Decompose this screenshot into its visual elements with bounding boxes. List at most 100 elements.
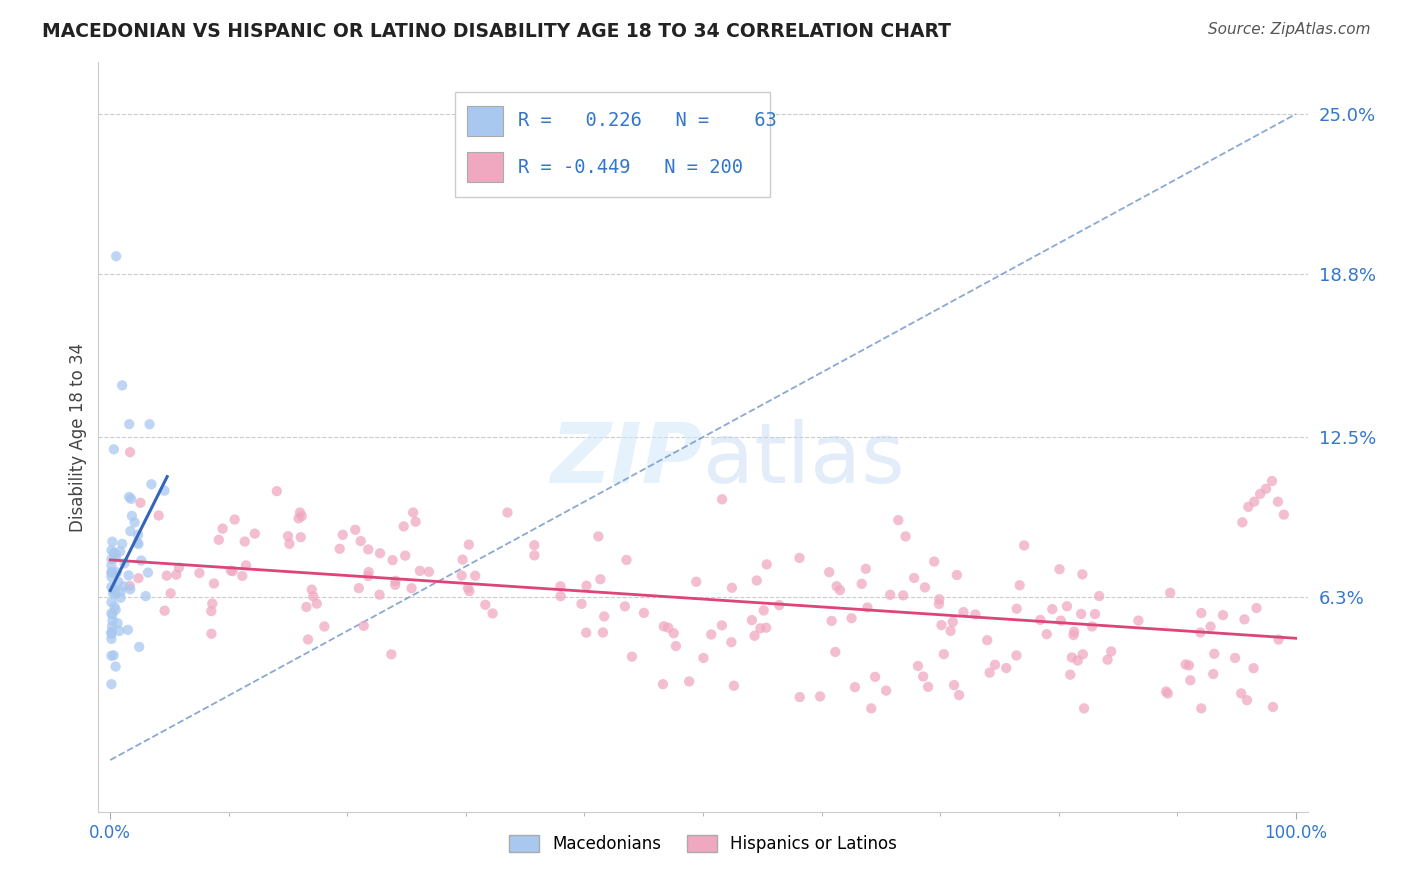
Point (1254, 482, 1277, 496)
Point (1070, 607, 1092, 621)
Point (894, 529, 917, 543)
Point (665, 639, 688, 653)
Point (127, 535, 149, 549)
Point (100, 677, 122, 691)
Point (907, 659, 929, 673)
Point (1071, 648, 1094, 662)
Point (350, 534, 373, 549)
Point (450, 568, 472, 582)
Point (127, 528, 149, 542)
Point (120, 445, 142, 459)
Point (1063, 624, 1085, 639)
Y-axis label: Disability Age 18 to 34: Disability Age 18 to 34 (69, 343, 87, 532)
Point (231, 569, 253, 583)
Legend: Macedonians, Hispanics or Latinos: Macedonians, Hispanics or Latinos (502, 828, 904, 860)
Point (101, 534, 124, 549)
Point (1272, 508, 1295, 522)
Point (141, 477, 163, 491)
Point (136, 566, 159, 580)
Point (368, 588, 391, 602)
Point (100, 558, 122, 573)
Point (405, 515, 427, 529)
Point (384, 578, 406, 592)
Point (1180, 673, 1202, 688)
Point (1035, 627, 1057, 641)
Point (110, 591, 132, 605)
Point (613, 599, 636, 614)
Point (856, 600, 879, 615)
Point (1060, 650, 1083, 665)
Point (384, 574, 406, 588)
Point (101, 619, 124, 633)
Point (329, 541, 352, 556)
Point (402, 506, 425, 520)
Point (995, 661, 1018, 675)
Point (111, 537, 134, 551)
Point (357, 569, 380, 583)
Point (156, 568, 179, 582)
Point (153, 604, 176, 618)
Point (278, 537, 301, 551)
Point (825, 579, 848, 593)
Point (1243, 494, 1265, 508)
Point (620, 649, 643, 664)
Point (1230, 686, 1253, 700)
Point (928, 597, 950, 611)
Point (401, 581, 423, 595)
Point (1249, 487, 1271, 501)
Point (353, 619, 375, 633)
Point (100, 552, 122, 566)
Point (903, 571, 925, 585)
Point (1099, 644, 1122, 658)
Point (863, 670, 886, 684)
Point (692, 651, 714, 665)
Point (943, 678, 966, 692)
Point (912, 669, 935, 683)
Point (860, 701, 883, 715)
Point (117, 568, 139, 582)
Point (159, 586, 181, 600)
Point (464, 568, 486, 582)
Point (662, 626, 685, 640)
Text: R =   0.226   N =    63: R = 0.226 N = 63 (517, 112, 776, 130)
Point (657, 621, 679, 635)
Point (979, 665, 1001, 680)
Point (1232, 516, 1254, 530)
Point (821, 614, 844, 628)
Point (481, 607, 503, 621)
Point (496, 506, 519, 520)
Point (523, 538, 546, 552)
Point (120, 524, 142, 538)
Point (984, 657, 1007, 672)
Point (200, 626, 222, 640)
Point (243, 526, 266, 541)
Point (110, 584, 132, 599)
Point (1005, 601, 1028, 615)
Point (1189, 701, 1212, 715)
Point (1178, 658, 1201, 673)
Point (200, 604, 222, 618)
Point (120, 582, 142, 597)
Point (593, 609, 616, 624)
Point (235, 558, 257, 573)
Point (104, 659, 127, 673)
Point (266, 484, 288, 499)
Point (1159, 586, 1181, 600)
Point (879, 588, 901, 602)
Point (1008, 578, 1031, 592)
Point (1237, 500, 1260, 514)
Point (550, 589, 572, 603)
Point (105, 249, 128, 263)
Point (103, 583, 125, 598)
Point (111, 378, 134, 392)
Point (1267, 494, 1289, 508)
Point (224, 512, 246, 526)
Point (1073, 701, 1095, 715)
Point (1204, 647, 1226, 661)
Point (928, 592, 950, 607)
Point (752, 603, 775, 617)
Point (129, 496, 152, 510)
Point (332, 528, 354, 542)
Point (1071, 567, 1094, 582)
Point (104, 547, 127, 561)
